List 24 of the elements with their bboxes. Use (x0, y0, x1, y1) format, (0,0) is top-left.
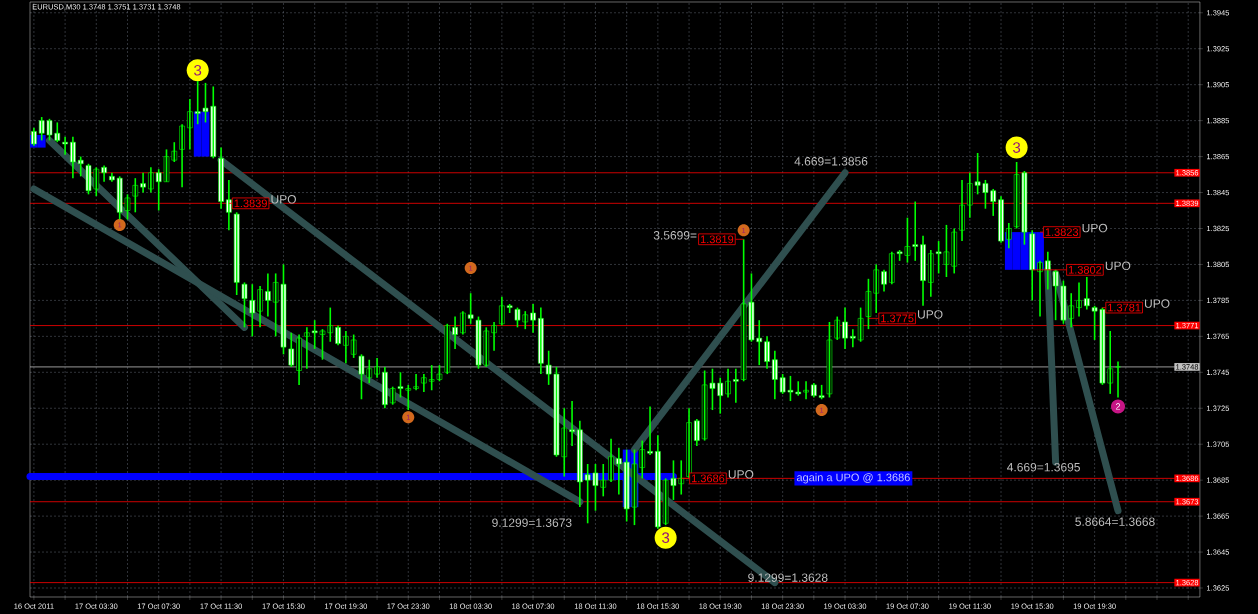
annotation: UPO (728, 470, 754, 479)
annotation: UPO (1082, 223, 1108, 233)
annotation: 1.3802 (1068, 265, 1102, 274)
annotation: 3 (1013, 142, 1021, 153)
annotation: 5.8664=1.3668 (1075, 517, 1155, 526)
annotation: 1.3781 (1108, 303, 1141, 312)
annotation: 1.3823 (1045, 228, 1079, 236)
annotation: UPO (271, 195, 296, 204)
annotation: 3 (194, 65, 202, 76)
annotation: again a UPO @ 1.3686 (796, 473, 910, 484)
annotation: 2 (1115, 403, 1121, 410)
annotation: 3 (662, 532, 670, 543)
annotation: 1.3686 (691, 474, 725, 483)
annotation: 9.1299=1.3628 (748, 573, 828, 582)
annotation: UPO (918, 310, 943, 319)
annotation: 1.3819 (700, 235, 734, 244)
annotation: 9.1299=1.3673 (492, 518, 572, 527)
annotation: 1.3839 (234, 199, 267, 208)
annotation: 1.3775 (881, 314, 914, 323)
annotation: 4.669=1.3856 (794, 157, 868, 166)
annotation: 3.5699= (653, 231, 697, 240)
annotation: UPO (1144, 299, 1170, 308)
annotation: UPO (1105, 261, 1131, 271)
annotation: 4.669=1.3695 (1007, 462, 1080, 472)
